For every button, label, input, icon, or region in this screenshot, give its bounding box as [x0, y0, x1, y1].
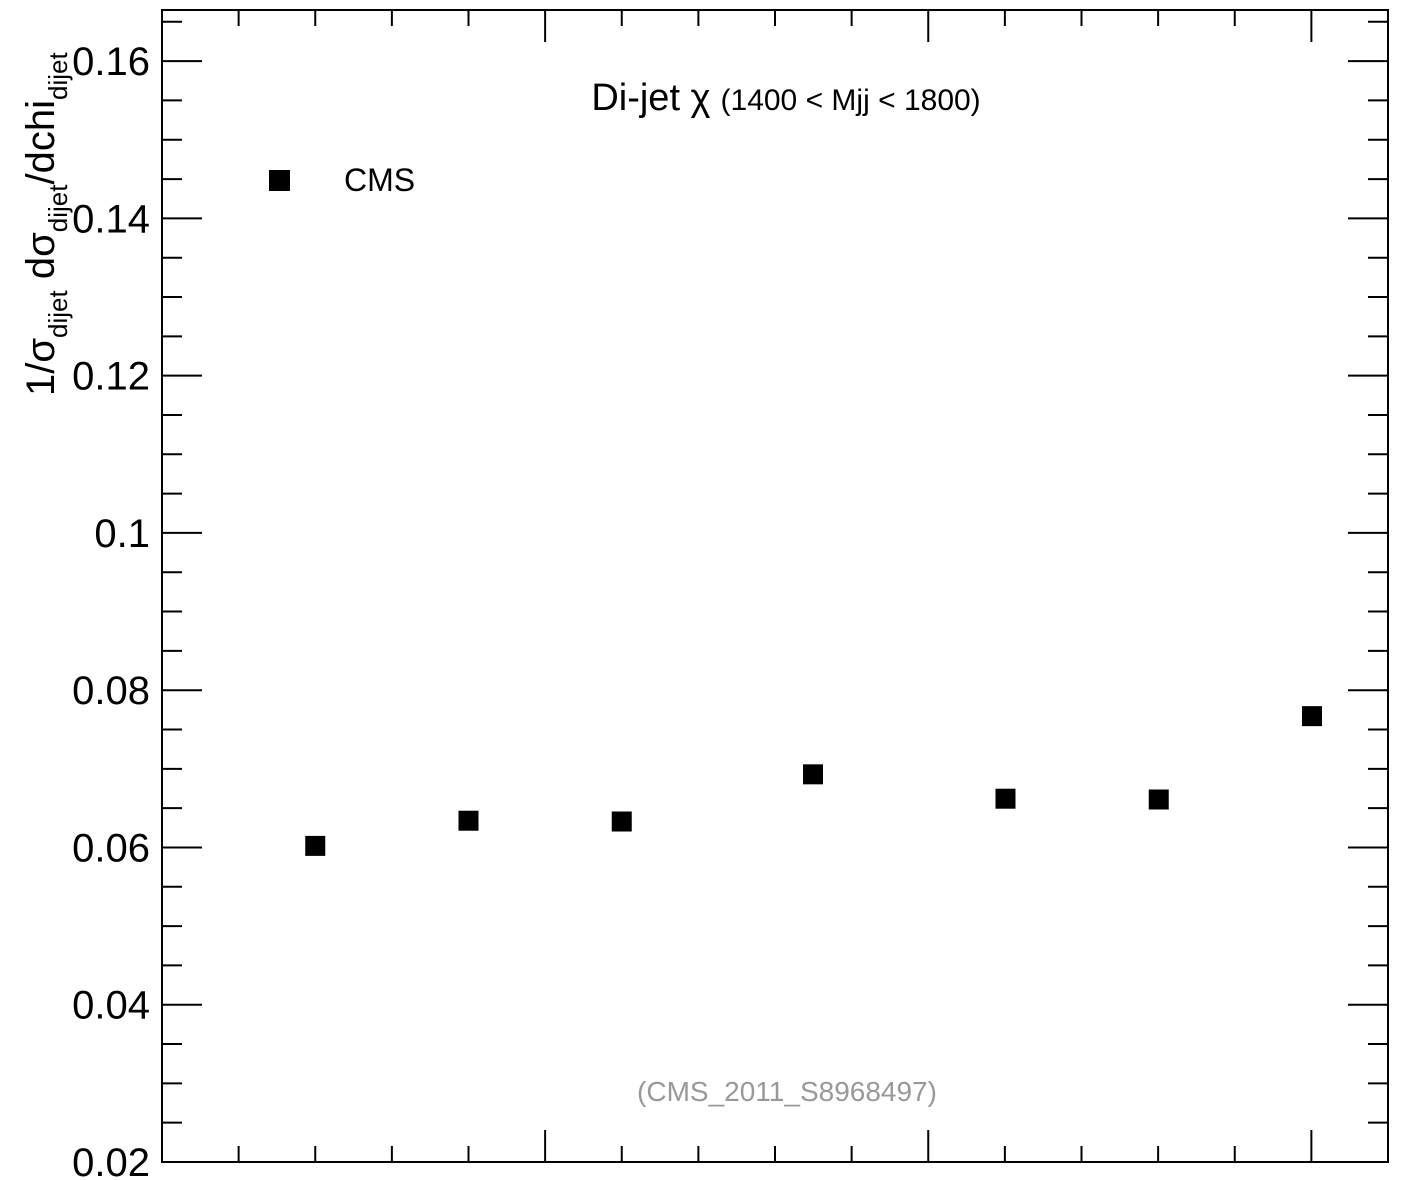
y-tick-label: 0.04: [72, 984, 150, 1028]
data-point: [995, 788, 1016, 809]
legend-label-cms: CMS: [344, 162, 415, 198]
data-point: [1301, 706, 1322, 727]
y-tick-label: 0.1: [94, 512, 150, 556]
series-cms: [305, 706, 1322, 856]
y-axis-tick-labels: 0.02 0.04 0.06 0.08 0.1 0.12 0.14 0.16: [72, 40, 150, 1180]
legend-marker-cms: [269, 170, 290, 191]
y-axis-ticks: [162, 20, 1388, 1163]
y-tick-label: 0.02: [72, 1141, 150, 1180]
y-tick-label: 0.08: [72, 669, 150, 713]
y-axis-label: 1/σdijet dσdijet/dchidijet: [19, 52, 73, 396]
data-point: [611, 811, 632, 832]
analysis-id-annotation: (CMS_2011_S8968497): [637, 1076, 937, 1107]
data-point: [458, 810, 479, 831]
y-tick-label: 0.16: [72, 40, 150, 84]
x-axis-ticks: [237, 10, 1313, 1162]
data-point: [1148, 789, 1169, 810]
legend: CMS: [269, 162, 415, 198]
data-point: [305, 835, 326, 856]
y-tick-label: 0.14: [72, 197, 150, 241]
chart-title: Di-jet χ (1400 < Mjj < 1800): [591, 77, 980, 119]
y-tick-label: 0.06: [72, 826, 150, 870]
data-point: [803, 764, 824, 785]
y-tick-label: 0.12: [72, 355, 150, 399]
